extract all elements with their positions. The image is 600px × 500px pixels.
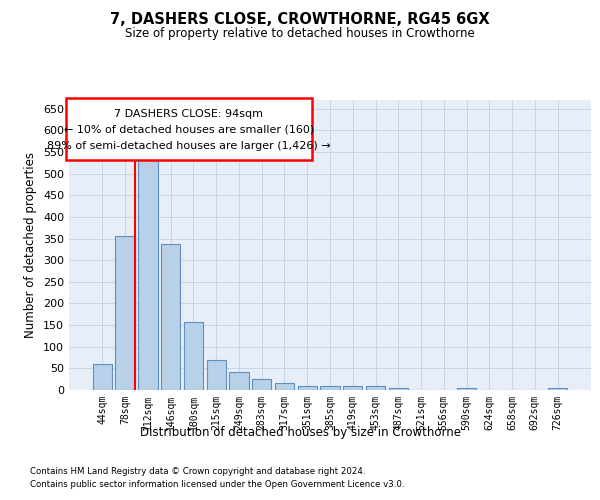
Text: ← 10% of detached houses are smaller (160): ← 10% of detached houses are smaller (16… (64, 125, 314, 135)
Bar (161, 244, 181, 390)
Bar (389, 388, 408, 390)
Text: Size of property relative to detached houses in Crowthorne: Size of property relative to detached ho… (125, 28, 475, 40)
Text: 7, DASHERS CLOSE, CROWTHORNE, RG45 6GX: 7, DASHERS CLOSE, CROWTHORNE, RG45 6GX (110, 12, 490, 28)
Text: 7 DASHERS CLOSE: 94sqm: 7 DASHERS CLOSE: 94sqm (115, 109, 263, 119)
Bar (138, 156, 158, 390)
Bar (457, 388, 476, 390)
Bar (298, 386, 317, 390)
Bar (115, 236, 135, 390)
Y-axis label: Number of detached properties: Number of detached properties (25, 152, 37, 338)
Bar (366, 386, 385, 390)
Bar (229, 372, 248, 390)
Text: Distribution of detached houses by size in Crowthorne: Distribution of detached houses by size … (139, 426, 461, 439)
Bar (184, 322, 203, 390)
Bar (320, 386, 340, 390)
Bar (252, 379, 271, 390)
Bar (343, 386, 362, 390)
Bar (548, 388, 567, 390)
Text: Contains public sector information licensed under the Open Government Licence v3: Contains public sector information licen… (30, 480, 404, 489)
Text: 89% of semi-detached houses are larger (1,426) →: 89% of semi-detached houses are larger (… (47, 141, 331, 151)
Bar (93, 364, 112, 390)
Text: Contains HM Land Registry data © Crown copyright and database right 2024.: Contains HM Land Registry data © Crown c… (30, 467, 365, 476)
Bar (275, 382, 294, 390)
Bar (206, 360, 226, 390)
